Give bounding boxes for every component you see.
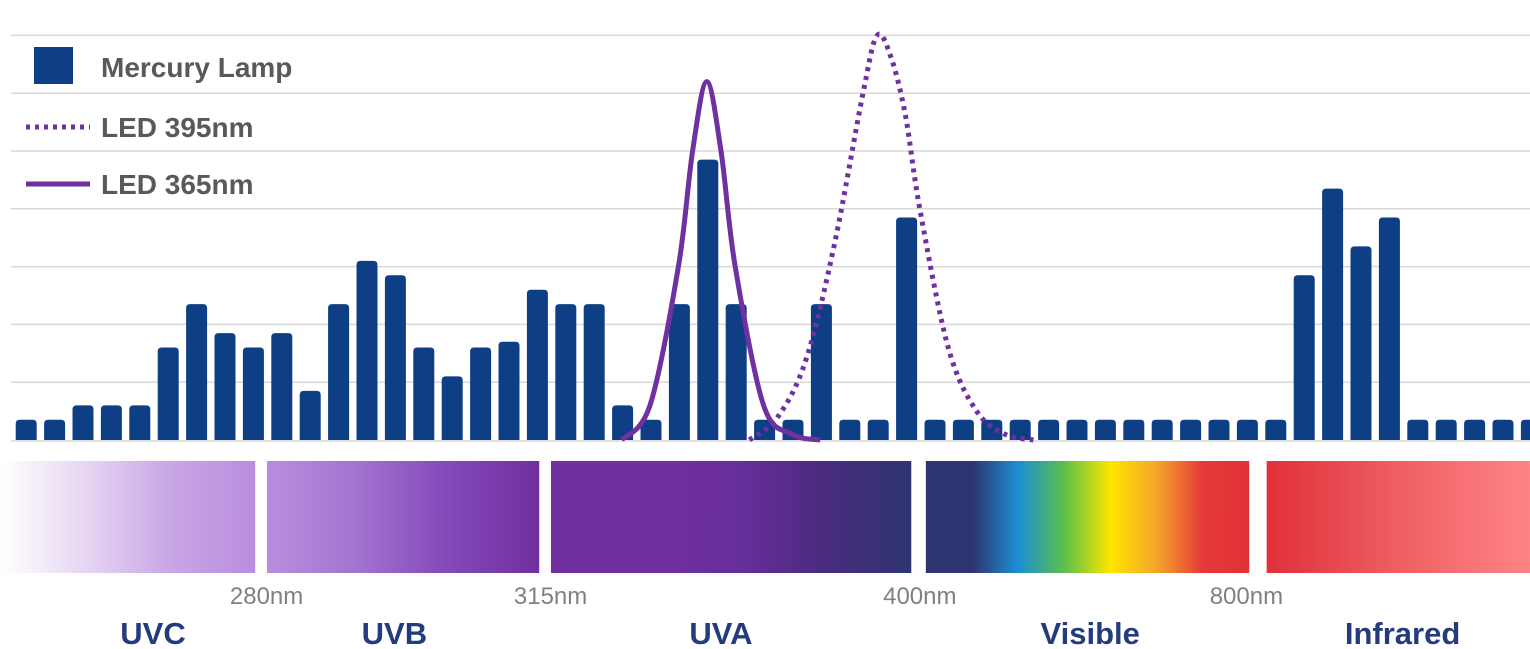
mercury-bar [413, 347, 435, 440]
mercury-bar [1208, 419, 1230, 440]
mercury-bar [1520, 419, 1530, 440]
mercury-bar [1038, 419, 1060, 440]
mercury-bar [896, 217, 918, 440]
mercury-bar [186, 304, 208, 440]
mercury-bar [924, 419, 946, 440]
mercury-lamp-bars [15, 159, 1530, 441]
legend-label-mercury-lamp: Mercury Lamp [101, 52, 292, 83]
mercury-bar [271, 333, 293, 440]
mercury-bar [1066, 419, 1088, 440]
legend-label-led-365nm: LED 365nm [101, 169, 254, 200]
mercury-bar [1378, 217, 1400, 440]
mercury-bar [526, 289, 548, 440]
mercury-bar [470, 347, 492, 440]
wavelength-tick-label: 800nm [1210, 583, 1283, 610]
mercury-bar [1236, 419, 1258, 440]
mercury-bar [640, 419, 662, 440]
legend: Mercury Lamp LED 395nm LED 365nm [26, 47, 292, 200]
mercury-bar [328, 304, 350, 440]
mercury-bar [1293, 275, 1315, 440]
legend-swatch-mercury-lamp [34, 47, 73, 84]
mercury-bar [384, 275, 406, 440]
mercury-bar [15, 419, 37, 440]
band-name-label: UVC [120, 616, 185, 649]
spectrum-band [550, 461, 912, 573]
wavelength-tick-label: 400nm [883, 583, 956, 610]
wavelength-ticks: 280nm 315nm 400nm 800nm [230, 583, 1283, 610]
legend-label-led-395nm: LED 395nm [101, 112, 254, 143]
band-labels: UVC UVB UVA Visible Infrared [120, 616, 1460, 649]
mercury-bar [555, 304, 577, 440]
mercury-bar [810, 304, 832, 440]
mercury-bar [157, 347, 179, 440]
mercury-bar [214, 333, 236, 440]
led-395nm-curve [747, 31, 1034, 443]
mercury-bar [725, 304, 747, 440]
mercury-bar [356, 260, 378, 440]
mercury-bar [1009, 419, 1031, 440]
mercury-bar [1180, 419, 1202, 440]
mercury-bar [498, 341, 520, 440]
spectrum-band [925, 461, 1250, 573]
mercury-bar [1123, 419, 1145, 440]
wavelength-tick-label: 280nm [230, 583, 303, 610]
mercury-bar [44, 419, 66, 440]
band-name-label: UVB [362, 616, 427, 649]
mercury-bar [583, 304, 605, 440]
mercury-bar [242, 347, 264, 440]
mercury-bar [668, 304, 690, 440]
mercury-bar [1265, 419, 1287, 440]
band-name-label: Visible [1041, 616, 1140, 649]
led-365nm-curve [619, 79, 821, 443]
mercury-bar [129, 405, 151, 440]
mercury-bar [72, 405, 94, 440]
spectrum-band [0, 461, 256, 573]
mercury-bar [1464, 419, 1486, 440]
spectrum-bands [0, 461, 1530, 573]
spectrum-band [266, 461, 540, 573]
mercury-bar [100, 405, 122, 440]
wavelength-tick-label: 315nm [514, 583, 587, 610]
mercury-bar [441, 376, 463, 440]
mercury-bar [981, 419, 1003, 440]
mercury-bar [1151, 419, 1173, 440]
band-name-label: UVA [689, 616, 752, 649]
mercury-bar [1322, 188, 1344, 440]
mercury-bar [1492, 419, 1514, 440]
mercury-bar [839, 419, 861, 440]
mercury-bar [1435, 419, 1457, 440]
mercury-bar [867, 419, 889, 440]
gridlines [11, 34, 1530, 442]
mercury-bar [1407, 419, 1429, 440]
mercury-bar [1094, 419, 1116, 440]
mercury-bar [1350, 246, 1372, 440]
band-name-label: Infrared [1345, 616, 1460, 649]
mercury-bar [697, 159, 719, 441]
led-curves [619, 31, 1034, 443]
mercury-bar [952, 419, 974, 440]
mercury-bar [299, 390, 321, 440]
mercury-bar [612, 405, 634, 440]
spectrum-band [1266, 461, 1530, 573]
